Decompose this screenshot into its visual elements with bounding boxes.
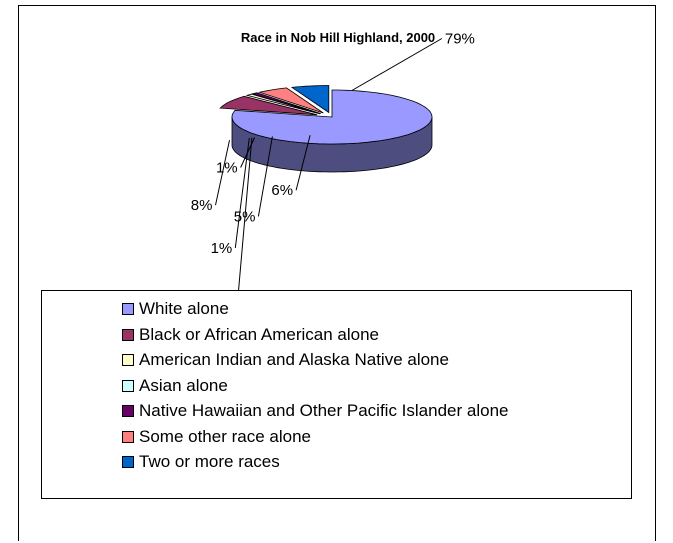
leader-line-0 xyxy=(351,38,443,91)
leader-line-3 xyxy=(237,137,253,298)
leader-line-2 xyxy=(234,137,250,248)
legend-item: Black or African American alone xyxy=(122,325,379,345)
data-label-5: 5% xyxy=(234,208,256,225)
legend-item: White alone xyxy=(122,299,229,319)
legend-label: Asian alone xyxy=(139,375,228,395)
legend-item: Asian alone xyxy=(122,376,228,396)
legend: White alone Black or African American alo… xyxy=(41,290,632,499)
leader-line-6 xyxy=(295,135,311,191)
chart-title: Race in Nob Hill Highland, 2000 xyxy=(241,30,435,45)
legend-label: Two or more races xyxy=(139,452,280,471)
legend-label: Black or African American alone xyxy=(139,324,380,344)
pie-plot xyxy=(219,85,433,173)
legend-swatch xyxy=(122,379,134,392)
legend-swatch xyxy=(122,430,134,443)
legend-label: Native Hawaiian and Other Pacific Island… xyxy=(139,401,509,420)
legend-item: Native Hawaiian and Other Pacific Island… xyxy=(122,401,508,421)
legend-swatch xyxy=(122,354,134,366)
legend-swatch xyxy=(122,456,134,468)
leader-line-4 xyxy=(240,137,256,168)
legend-item: American Indian and Alaska Native alone xyxy=(122,350,449,370)
legend-swatch xyxy=(122,328,134,341)
legend-label: American Indian and Alaska Native alone xyxy=(139,350,449,369)
pie-slice-6 xyxy=(290,85,330,114)
pie-slice-5 xyxy=(258,87,324,114)
pie-slice-4 xyxy=(250,92,321,114)
pie-slice-2 xyxy=(245,93,321,115)
data-label-4: 1% xyxy=(216,160,238,177)
data-label-2: 1% xyxy=(211,240,233,257)
legend-item: Two or more races xyxy=(122,452,280,472)
legend-item: Some other race alone xyxy=(122,427,311,447)
pie-slice-1 xyxy=(219,95,318,116)
legend-swatch xyxy=(122,405,134,417)
pie-slice-0 xyxy=(231,89,433,145)
data-label-6: 6% xyxy=(271,182,293,199)
data-label-1: 8% xyxy=(191,197,213,214)
legend-label: Some other race alone xyxy=(139,426,311,446)
data-label-0: 79% xyxy=(445,31,475,48)
leader-line-1 xyxy=(215,140,230,206)
legend-swatch xyxy=(122,303,134,315)
leader-line-5 xyxy=(257,136,273,217)
legend-label: White alone xyxy=(139,299,229,318)
